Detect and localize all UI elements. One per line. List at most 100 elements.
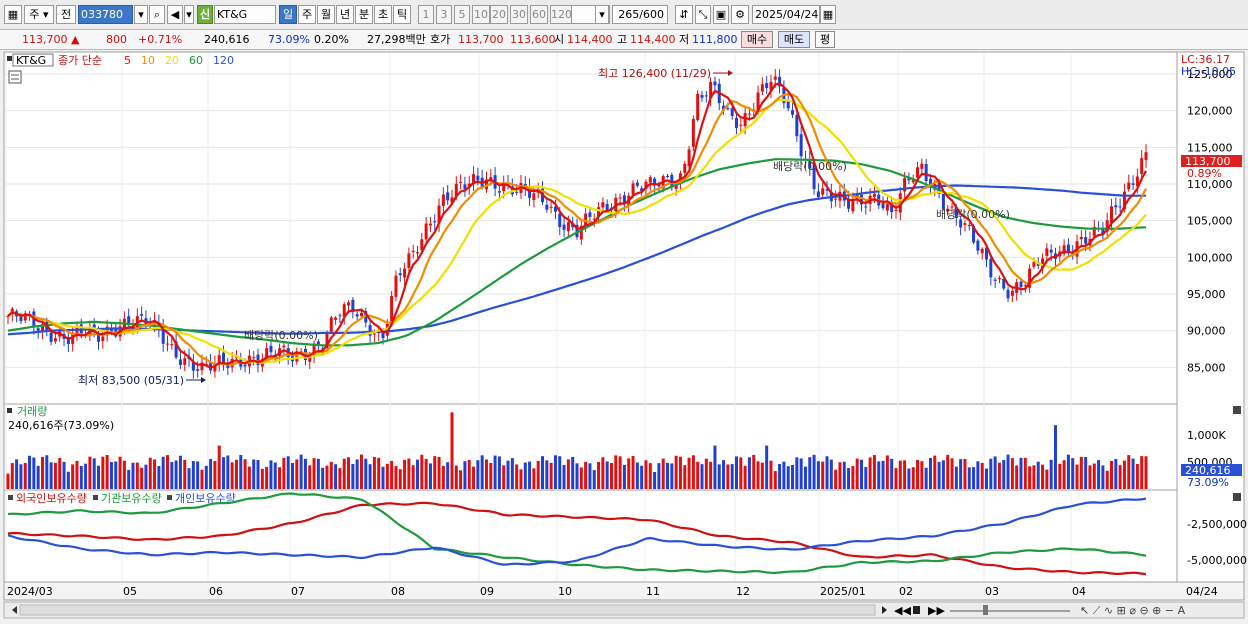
period-button-0[interactable]: 일	[279, 5, 297, 24]
volume-panel-close-icon[interactable]	[1233, 406, 1241, 414]
candle-body	[678, 173, 682, 182]
forward-icon[interactable]: ▶▶	[928, 604, 945, 617]
price-tick: 90,000	[1187, 325, 1226, 338]
candle-body	[778, 76, 782, 87]
volume-bar	[601, 457, 605, 489]
candle-body	[424, 223, 428, 240]
volume-bar	[838, 462, 842, 489]
calendar-icon[interactable]: ▦	[820, 5, 836, 24]
period-button-4[interactable]: 분	[355, 5, 373, 24]
volume-bar	[704, 458, 708, 489]
stock-name-field[interactable]: KT&G	[214, 5, 276, 24]
interval-button-10[interactable]: 10	[472, 5, 490, 24]
search-icon[interactable]: ⌕	[149, 5, 165, 24]
volume-bar	[653, 472, 657, 489]
candle-body	[592, 218, 596, 220]
volume-bar	[1088, 465, 1092, 489]
candle-body	[200, 362, 204, 371]
speaker-icon[interactable]: ◀	[167, 5, 183, 24]
candle-body	[1122, 191, 1126, 210]
candle-body	[282, 345, 286, 348]
ma60-line	[7, 158, 1147, 347]
settings-gear-icon[interactable]: ⚙	[731, 5, 749, 24]
candle-body	[739, 124, 743, 126]
volume-bar	[88, 456, 92, 489]
code-dropdown-icon[interactable]: ▾	[134, 5, 148, 24]
market-type-select[interactable]: 주 ▾	[24, 5, 54, 24]
lc-label: LC:36.17	[1181, 53, 1230, 66]
volume-bar	[165, 455, 169, 489]
panel-table-icon[interactable]	[8, 70, 22, 84]
candle-body	[722, 105, 726, 111]
drawing-tools-icon[interactable]: ↖ ⟋ ∿ ⊞ ⌀ ⊖ ⊕ − A	[1080, 604, 1186, 617]
zoom-slider-handle[interactable]	[983, 605, 988, 615]
volume-bar	[178, 455, 182, 489]
period-button-6[interactable]: 틱	[393, 5, 411, 24]
interval-button-120[interactable]: 120	[550, 5, 572, 24]
volume-bar	[467, 459, 471, 489]
interval-button-30[interactable]: 30	[510, 5, 528, 24]
stock-code-input[interactable]: 033780	[78, 5, 133, 24]
ma20-line	[7, 98, 1147, 364]
volume-bar	[40, 456, 44, 489]
low-annotation: 최저 83,500 (05/31)	[78, 374, 206, 387]
candle-body	[911, 180, 915, 183]
prev-button[interactable]: 전	[56, 5, 76, 24]
date-field[interactable]: 2025/04/24	[752, 5, 820, 24]
candle-body	[967, 224, 971, 226]
count-field[interactable]: 265/600	[612, 5, 668, 24]
interval-button-5[interactable]: 5	[454, 5, 470, 24]
sell-button[interactable]: 매도	[778, 31, 810, 48]
volume-bar	[299, 454, 303, 489]
candle-body	[390, 295, 394, 326]
candle-body	[19, 314, 23, 322]
scroll-right-icon[interactable]	[882, 606, 887, 614]
interval-button-1[interactable]: 1	[418, 5, 434, 24]
indicator-icon[interactable]: ⇵	[675, 5, 693, 24]
holdings-axis-5000k: -5,000,000	[1187, 554, 1247, 567]
scroll-thumb[interactable]	[19, 604, 876, 616]
volume-bar	[364, 458, 368, 489]
volume-bar	[579, 467, 583, 489]
volume-bar	[821, 461, 825, 489]
scroll-left-icon[interactable]	[12, 606, 17, 614]
candle-body	[174, 341, 178, 358]
candle-body	[566, 222, 570, 232]
volume-bar	[670, 463, 674, 489]
save-icon[interactable]: ▣	[713, 5, 729, 24]
volume-bar	[566, 459, 570, 489]
period-button-1[interactable]: 주	[298, 5, 316, 24]
interval-button-3[interactable]: 3	[436, 5, 452, 24]
period-button-3[interactable]: 년	[336, 5, 354, 24]
candle-body	[963, 223, 967, 225]
interval-button-20[interactable]: 20	[490, 5, 508, 24]
holdings-panel-close-icon[interactable]	[1233, 493, 1241, 501]
volume-bar	[967, 467, 971, 489]
layout-icon[interactable]: ▦	[4, 5, 22, 24]
interval-button-60[interactable]: 60	[530, 5, 548, 24]
volume-bar	[303, 458, 307, 489]
rewind-icon[interactable]: ◀◀	[894, 604, 911, 617]
speaker-dropdown-icon[interactable]: ▾	[184, 5, 194, 24]
candle-body	[1084, 237, 1088, 244]
volume-bar	[19, 464, 23, 489]
eval-button[interactable]: 평	[815, 31, 835, 48]
candle-body	[213, 363, 217, 372]
volume-bar	[209, 458, 213, 489]
period-button-5[interactable]: 초	[374, 5, 392, 24]
volume-bar	[541, 456, 545, 489]
holdings-panel[interactable]	[3, 489, 1178, 583]
candle-body	[295, 351, 299, 362]
volume-bar	[734, 456, 738, 489]
stop-icon[interactable]	[913, 606, 920, 614]
candle-body	[885, 203, 889, 211]
period-button-2[interactable]: 월	[317, 5, 335, 24]
volume-bar	[489, 462, 493, 489]
interval-dropdown-icon[interactable]: ▾	[595, 5, 609, 24]
candle-body	[553, 206, 557, 212]
volume-bar	[321, 467, 325, 489]
draw-tool-icon[interactable]: ⤡	[695, 5, 711, 24]
trade-amount: 27,298백만	[367, 33, 426, 46]
volume-bar	[1101, 465, 1105, 489]
buy-button[interactable]: 매수	[741, 31, 773, 48]
